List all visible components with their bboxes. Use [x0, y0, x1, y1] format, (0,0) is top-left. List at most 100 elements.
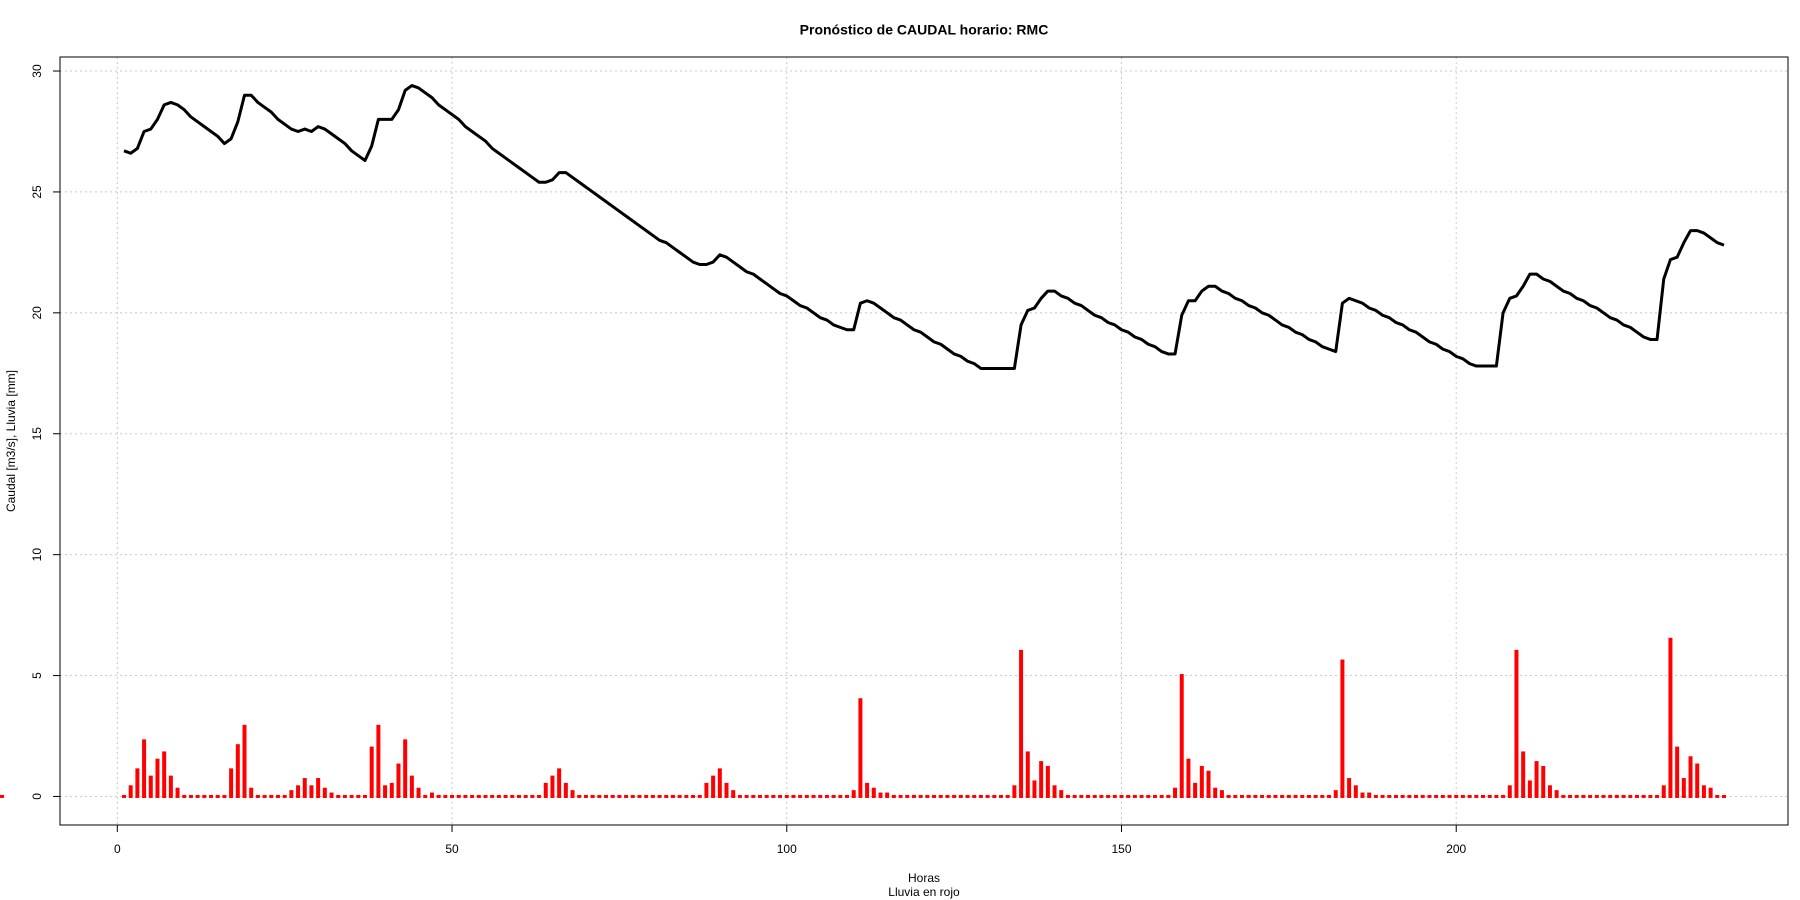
rain-bar [1360, 792, 1365, 798]
rain-bar [416, 787, 421, 798]
rain-bar [965, 794, 970, 798]
rain-bar [1614, 794, 1619, 798]
rain-bar [1675, 746, 1680, 798]
rain-bar [717, 768, 722, 798]
rain-bar [1420, 794, 1425, 798]
plot-frame [59, 56, 1789, 826]
rain-bar [1300, 794, 1305, 798]
rain-bar [1400, 794, 1405, 798]
rain-bar [1648, 794, 1653, 798]
rain-bar [644, 794, 649, 798]
rain-bar [356, 794, 361, 798]
rain-bar [0, 794, 4, 798]
rain-bar [329, 792, 334, 798]
rain-bar [1293, 794, 1298, 798]
rain-bar [1226, 794, 1231, 798]
rain-bar [396, 763, 401, 798]
rain-bar [925, 794, 930, 798]
rain-bar [751, 794, 756, 798]
rain-bar [1253, 794, 1258, 798]
rain-bar [1280, 794, 1285, 798]
rain-bar [1460, 794, 1465, 798]
x-tick-label: 150 [1111, 842, 1131, 856]
rain-bar [122, 794, 126, 798]
rain-bar [1701, 785, 1706, 798]
rain-bar [470, 794, 475, 798]
rain-bar [778, 794, 783, 798]
rain-bar [369, 746, 374, 798]
rain-bar [1005, 794, 1010, 798]
rain-bar [1708, 787, 1713, 798]
rain-bar [1514, 649, 1519, 798]
rain-bar [282, 794, 287, 798]
rain-bar [550, 775, 555, 798]
rain-bar [958, 794, 963, 798]
rain-bar [1012, 785, 1017, 798]
rain-bar [275, 794, 280, 798]
rain-bar [845, 794, 850, 798]
rain-bar [871, 787, 876, 798]
rain-bar [349, 794, 354, 798]
y-tick-label: 15 [30, 427, 44, 441]
rain-bar [1179, 674, 1184, 798]
rain-bar [831, 794, 836, 798]
rain-bar [624, 794, 629, 798]
rain-bar [175, 787, 180, 798]
y-tick-label: 10 [30, 548, 44, 562]
rain-bar [684, 794, 689, 798]
rain-bar [1695, 763, 1700, 798]
rain-bar [269, 794, 274, 798]
rain-bar [1554, 790, 1559, 798]
rain-bar [537, 794, 542, 798]
rain-bar [289, 790, 294, 798]
rain-bar [1588, 794, 1593, 798]
x-axis-sublabel: Lluvia en rojo [888, 885, 960, 899]
rain-bar [1414, 794, 1419, 798]
rain-bar [737, 794, 742, 798]
rain-bar [1132, 794, 1137, 798]
y-tick-label: 0 [30, 793, 44, 800]
rain-bar [1233, 794, 1238, 798]
rain-bar [483, 794, 488, 798]
rain-bar [557, 768, 562, 798]
rain-bar [155, 758, 160, 798]
rain-bar [1340, 659, 1345, 798]
rain-bar [443, 794, 448, 798]
rain-bar [744, 794, 749, 798]
rain-bar [262, 794, 267, 798]
rain-bar [195, 794, 200, 798]
rain-bar [322, 787, 327, 798]
rain-bar [1025, 751, 1030, 798]
rain-bar [1601, 794, 1606, 798]
rain-bar [403, 739, 408, 798]
rain-bar [188, 794, 193, 798]
rain-bar [309, 785, 314, 798]
rain-bar [1568, 794, 1573, 798]
rain-bar [1608, 794, 1613, 798]
rain-bar [1059, 790, 1064, 798]
rain-bar [972, 794, 977, 798]
rain-bar [911, 794, 916, 798]
rain-bar [1219, 790, 1224, 798]
chart-title: Pronóstico de CAUDAL horario: RMC [800, 22, 1049, 38]
y-axis-label: Caudal [m3/s], Lluvia [mm] [4, 370, 18, 512]
rain-bar [858, 698, 863, 798]
rain-bar [476, 794, 481, 798]
rain-bar [255, 794, 260, 798]
rain-bar [1052, 785, 1057, 798]
rain-bar [229, 768, 234, 798]
rain-bar [1239, 794, 1244, 798]
rain-bar [376, 724, 381, 798]
rain-bar [1106, 794, 1111, 798]
rain-bar [1032, 780, 1037, 798]
rain-bar [523, 794, 528, 798]
rain-bar [664, 794, 669, 798]
rain-bar [630, 794, 635, 798]
rain-bar [724, 782, 729, 798]
rain-bar [697, 794, 702, 798]
rain-bar [771, 794, 776, 798]
rain-bar [992, 794, 997, 798]
rain-bar [1112, 794, 1117, 798]
rain-bar [450, 794, 455, 798]
rain-bar [811, 794, 816, 798]
